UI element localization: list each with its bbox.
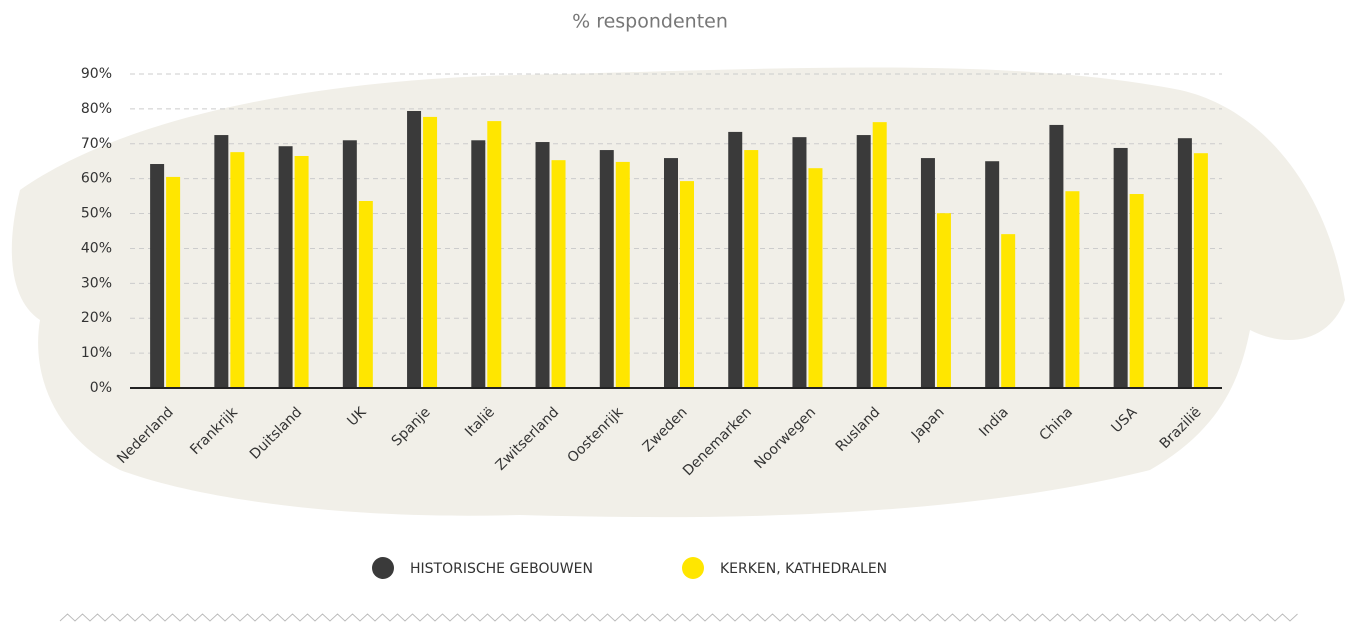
legend-label: KERKEN, KATHEDRALEN (720, 561, 887, 577)
y-tick-label: 60% (81, 171, 112, 187)
bar (471, 140, 485, 388)
bar (1178, 138, 1192, 388)
y-tick-label: 90% (81, 66, 112, 82)
bar (166, 177, 180, 388)
bar (150, 164, 164, 388)
y-tick-label: 80% (81, 101, 112, 117)
bar (792, 137, 806, 388)
y-tick-label: 50% (81, 206, 112, 222)
bar (343, 140, 357, 388)
legend-label: HISTORISCHE GEBOUWEN (410, 561, 593, 577)
y-tick-label: 0% (90, 380, 112, 396)
bar (857, 135, 871, 388)
bar (873, 122, 887, 388)
bar (728, 132, 742, 388)
bar (664, 158, 678, 388)
bar (985, 161, 999, 388)
bar (1065, 191, 1079, 388)
bar (359, 201, 373, 388)
legend-marker (372, 557, 394, 579)
brush-background (12, 68, 1345, 518)
bar (279, 146, 293, 388)
bar (552, 160, 566, 388)
bar (808, 168, 822, 388)
bar (744, 150, 758, 388)
y-tick-label: 70% (81, 136, 112, 152)
bar (214, 135, 228, 388)
legend-marker (682, 557, 704, 579)
bar (230, 152, 244, 388)
bar (295, 156, 309, 388)
legend: HISTORISCHE GEBOUWEN KERKEN, KATHEDRALEN (372, 557, 887, 579)
bar (600, 150, 614, 388)
bar (1130, 194, 1144, 388)
y-tick-label: 30% (81, 275, 112, 291)
y-tick-label: 10% (81, 345, 112, 361)
bar (616, 162, 630, 388)
bar (1194, 153, 1208, 388)
chart-title: % respondenten (572, 11, 728, 33)
bar (680, 181, 694, 388)
bar (423, 117, 437, 388)
bar (487, 121, 501, 388)
bar (1001, 234, 1015, 388)
bar (536, 142, 550, 388)
y-tick-label: 40% (81, 240, 112, 256)
y-tick-label: 20% (81, 310, 112, 326)
bar (1049, 125, 1063, 388)
chart: % respondenten HISTORISCHE GEBOUWEN KERKE… (0, 0, 1349, 628)
bar (921, 158, 935, 388)
decorative-zigzag (60, 614, 1298, 621)
bar (407, 111, 421, 388)
bar (937, 213, 951, 388)
bar (1114, 148, 1128, 388)
